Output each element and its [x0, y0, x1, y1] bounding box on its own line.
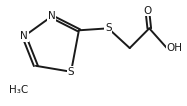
Text: OH: OH — [167, 43, 183, 53]
Text: S: S — [105, 23, 111, 33]
Text: N: N — [48, 11, 55, 22]
Text: H₃C: H₃C — [9, 84, 28, 95]
Text: N: N — [20, 31, 28, 41]
Text: O: O — [143, 6, 151, 16]
Text: S: S — [68, 67, 74, 77]
